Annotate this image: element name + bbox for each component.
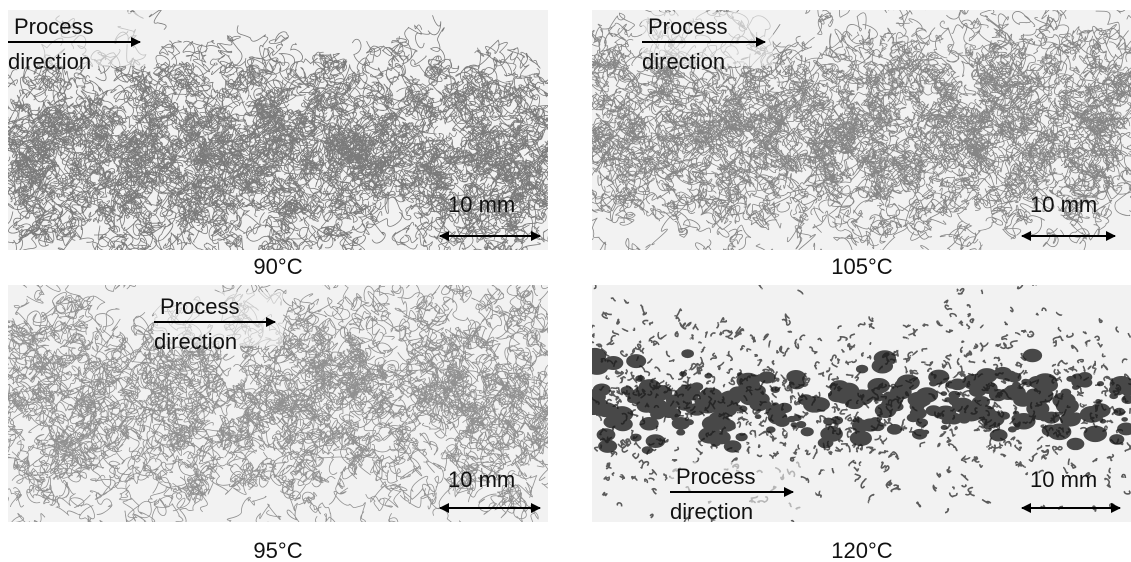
scale-label: 10 mm [448,192,515,217]
scale-label: 10 mm [1030,467,1097,492]
panel-caption: 120°C [831,538,893,562]
label-backdrop [154,292,283,346]
process-label: Process [160,294,239,319]
process-label: Process [14,14,93,39]
direction-label: direction [154,329,237,354]
fibers [8,285,548,522]
process-label: Process [676,464,755,489]
label-backdrop [670,462,801,516]
fiber-image [8,285,548,522]
panel-caption: 95°C [253,538,302,562]
label-backdrop [8,12,148,66]
panel: Process direction 10 mm [592,285,1131,524]
panel-caption: 90°C [253,254,302,279]
fiber-image [592,285,1131,522]
panel-caption: 105°C [831,254,893,279]
label-backdrop [642,12,773,66]
fibers [8,10,548,250]
process-label: Process [648,14,727,39]
panel: Process direction 10 mm [8,10,548,250]
direction-label: direction [642,49,725,74]
scale-label: 10 mm [1030,192,1097,217]
direction-label: direction [8,49,91,74]
direction-label: direction [670,499,753,524]
panel: Process direction 10 mm [592,10,1131,250]
scale-label: 10 mm [448,467,515,492]
fibers [592,10,1131,250]
panel: Process direction 10 mm [8,285,548,522]
fiber-image [8,10,548,250]
fiber-image [592,10,1131,250]
fibers [592,285,1131,522]
